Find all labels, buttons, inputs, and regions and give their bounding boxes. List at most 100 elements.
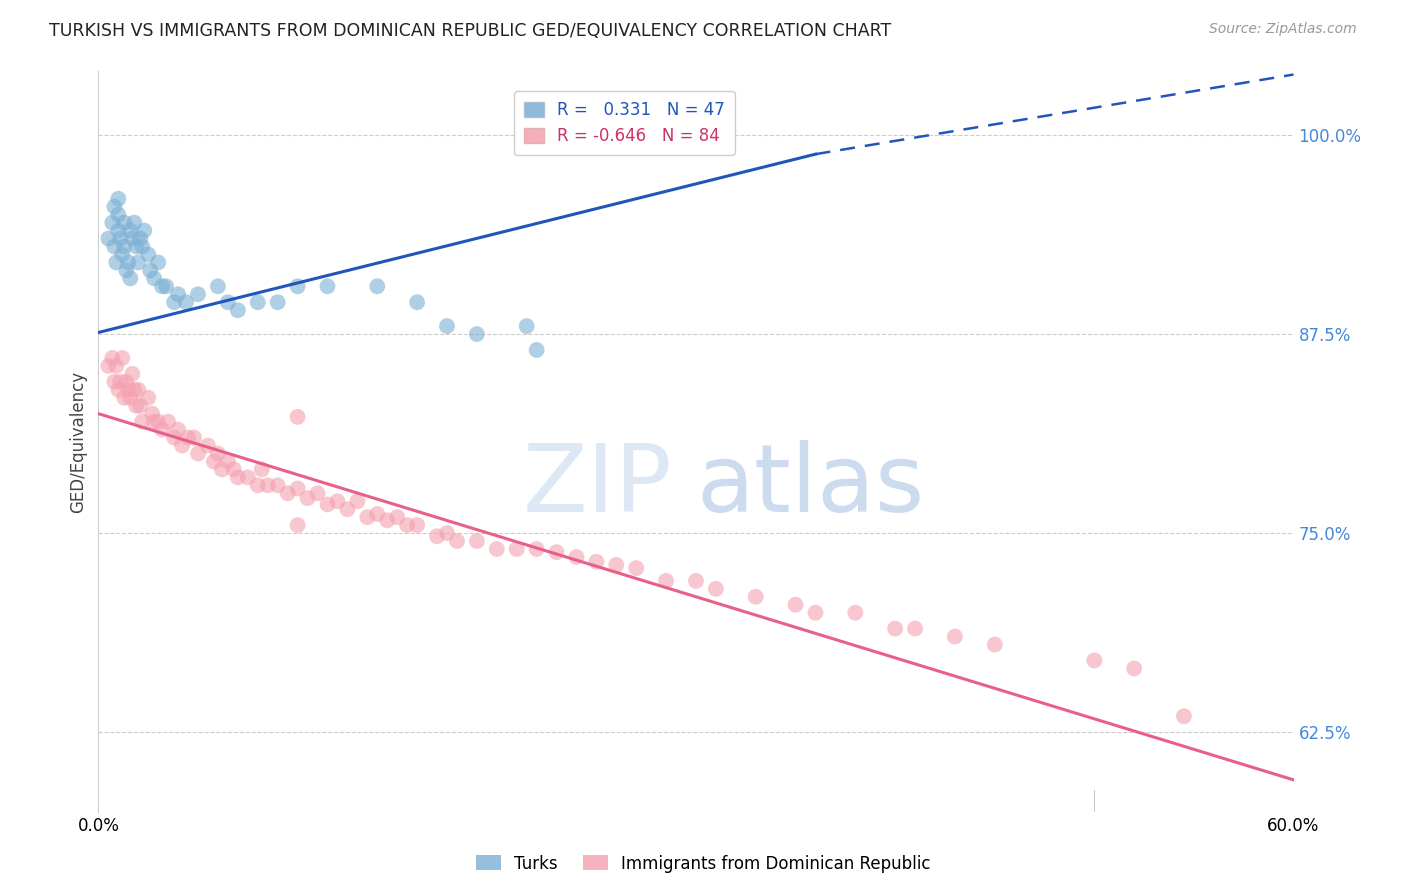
Point bbox=[143, 415, 166, 429]
Point bbox=[163, 295, 186, 310]
Point bbox=[844, 606, 866, 620]
Point bbox=[426, 529, 449, 543]
Point bbox=[141, 407, 163, 421]
Point bbox=[605, 558, 627, 572]
Point bbox=[129, 231, 152, 245]
Point bbox=[396, 518, 419, 533]
Point bbox=[884, 622, 907, 636]
Point bbox=[121, 231, 143, 245]
Point bbox=[143, 271, 166, 285]
Point bbox=[101, 216, 124, 230]
Point bbox=[103, 200, 125, 214]
Point bbox=[110, 231, 132, 245]
Legend: R =   0.331   N = 47, R = -0.646   N = 84: R = 0.331 N = 47, R = -0.646 N = 84 bbox=[513, 91, 735, 155]
Point bbox=[136, 247, 159, 261]
Point bbox=[107, 208, 129, 222]
Point bbox=[112, 216, 135, 230]
Point bbox=[406, 518, 429, 533]
Point bbox=[226, 470, 249, 484]
Point bbox=[250, 462, 273, 476]
Point bbox=[121, 367, 143, 381]
Point bbox=[316, 498, 339, 512]
Point bbox=[150, 279, 173, 293]
Point bbox=[465, 534, 488, 549]
Point bbox=[124, 383, 146, 397]
Point bbox=[704, 582, 727, 596]
Point bbox=[346, 494, 368, 508]
Point bbox=[485, 541, 508, 556]
Point bbox=[105, 359, 128, 373]
Point bbox=[307, 486, 329, 500]
Point bbox=[1083, 653, 1105, 667]
Point bbox=[745, 590, 768, 604]
Point bbox=[256, 478, 278, 492]
Point bbox=[105, 255, 128, 269]
Point bbox=[155, 279, 177, 293]
Point bbox=[336, 502, 359, 516]
Point bbox=[101, 351, 124, 365]
Point bbox=[226, 303, 249, 318]
Point bbox=[516, 120, 538, 134]
Point bbox=[148, 255, 170, 269]
Point bbox=[246, 295, 269, 310]
Point bbox=[163, 431, 186, 445]
Point bbox=[120, 223, 142, 237]
Point bbox=[526, 343, 548, 357]
Point bbox=[107, 192, 129, 206]
Point bbox=[267, 295, 290, 310]
Point bbox=[904, 622, 927, 636]
Point bbox=[139, 263, 162, 277]
Point bbox=[117, 383, 139, 397]
Point bbox=[111, 351, 134, 365]
Point bbox=[436, 526, 458, 541]
Point bbox=[326, 494, 349, 508]
Point bbox=[129, 399, 152, 413]
Point bbox=[267, 478, 290, 492]
Text: Source: ZipAtlas.com: Source: ZipAtlas.com bbox=[1209, 22, 1357, 37]
Point bbox=[177, 431, 200, 445]
Point bbox=[174, 295, 197, 310]
Point bbox=[107, 223, 129, 237]
Point bbox=[236, 470, 259, 484]
Point bbox=[157, 415, 180, 429]
Point bbox=[150, 423, 173, 437]
Point bbox=[117, 255, 139, 269]
Point bbox=[211, 462, 233, 476]
Point bbox=[217, 454, 239, 468]
Point bbox=[1123, 661, 1146, 675]
Point bbox=[202, 454, 225, 468]
Point bbox=[984, 638, 1007, 652]
Point bbox=[366, 279, 388, 293]
Point bbox=[685, 574, 707, 588]
Point bbox=[183, 431, 205, 445]
Point bbox=[366, 507, 388, 521]
Point bbox=[222, 462, 245, 476]
Point bbox=[804, 606, 827, 620]
Point bbox=[148, 415, 170, 429]
Legend: Turks, Immigrants from Dominican Republic: Turks, Immigrants from Dominican Republi… bbox=[470, 848, 936, 880]
Point bbox=[207, 279, 229, 293]
Point bbox=[297, 491, 319, 505]
Point bbox=[287, 409, 309, 424]
Point bbox=[131, 415, 153, 429]
Point bbox=[112, 391, 135, 405]
Text: TURKISH VS IMMIGRANTS FROM DOMINICAN REPUBLIC GED/EQUIVALENCY CORRELATION CHART: TURKISH VS IMMIGRANTS FROM DOMINICAN REP… bbox=[49, 22, 891, 40]
Point bbox=[277, 486, 299, 500]
Point bbox=[546, 545, 568, 559]
Point bbox=[120, 271, 142, 285]
Point bbox=[943, 630, 966, 644]
Point bbox=[246, 478, 269, 492]
Point bbox=[124, 216, 146, 230]
Point bbox=[785, 598, 807, 612]
Point bbox=[287, 518, 309, 533]
Y-axis label: GED/Equivalency: GED/Equivalency bbox=[69, 370, 87, 513]
Point bbox=[217, 295, 239, 310]
Point bbox=[112, 239, 135, 253]
Point bbox=[127, 255, 149, 269]
Point bbox=[207, 446, 229, 460]
Point bbox=[167, 287, 190, 301]
Point bbox=[436, 319, 458, 334]
Point bbox=[506, 541, 529, 556]
Point bbox=[107, 383, 129, 397]
Point bbox=[655, 574, 678, 588]
